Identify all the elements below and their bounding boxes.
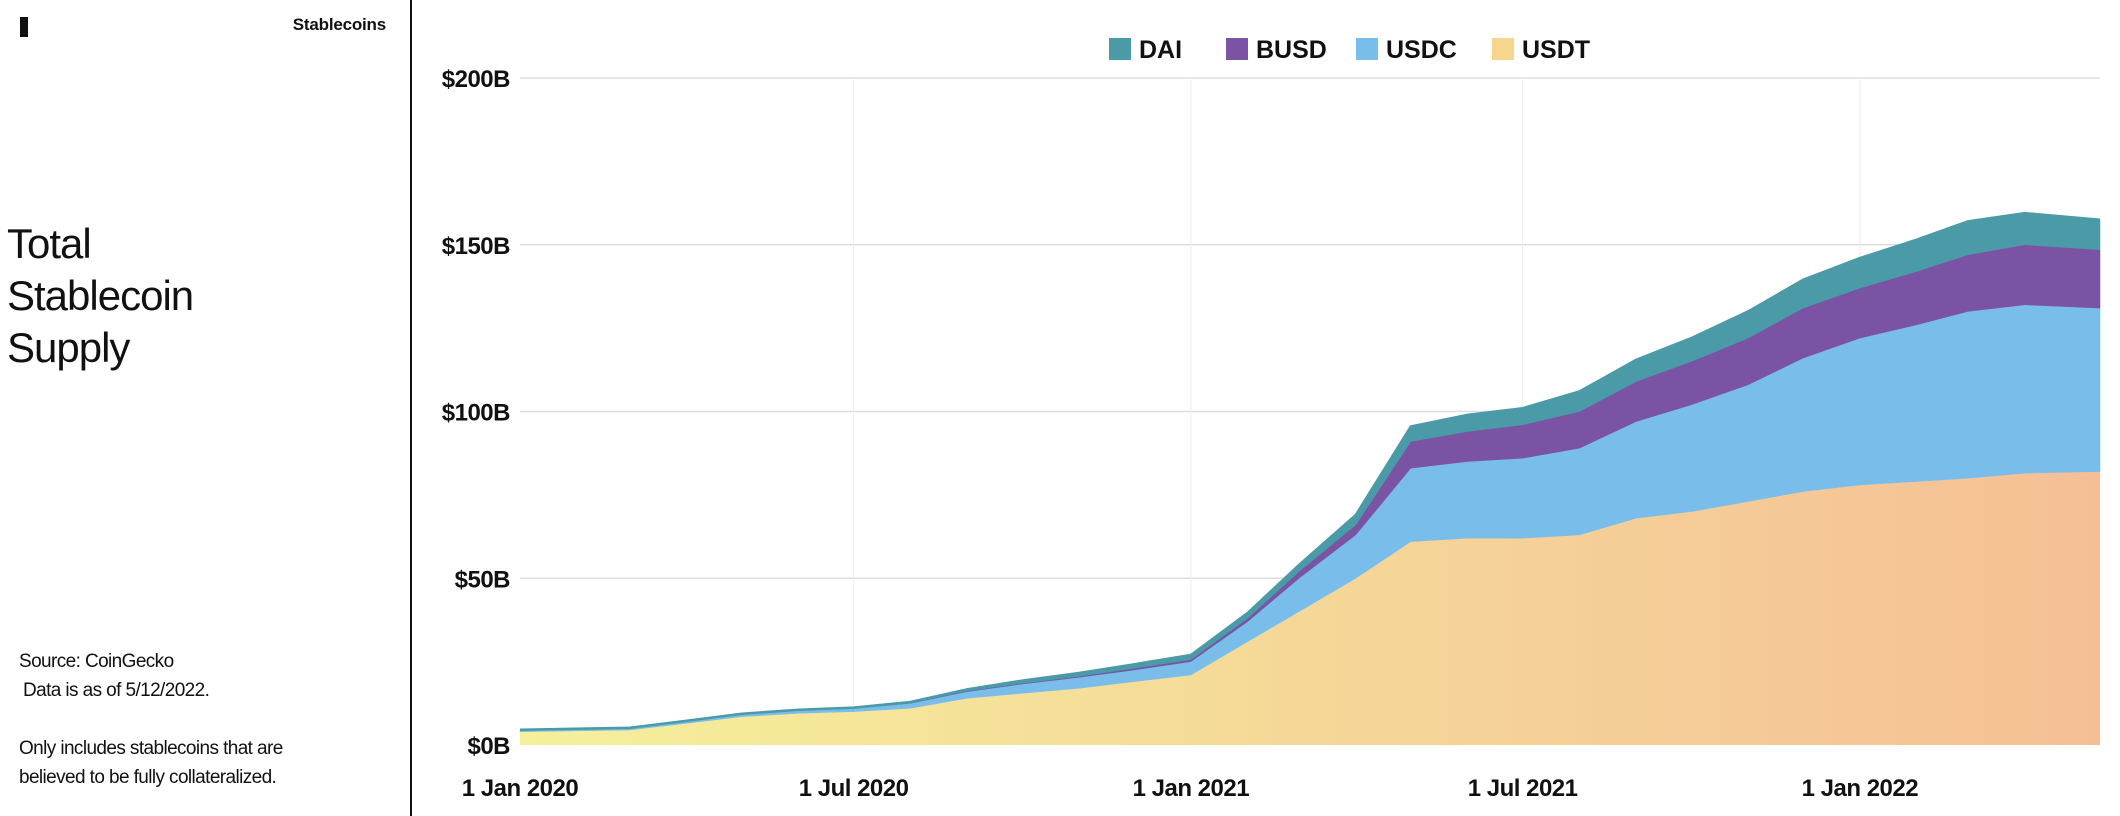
- legend-swatch-busd: [1226, 38, 1248, 60]
- total-supply-line: [519, 211, 2101, 731]
- legend-label-usdc: USDC: [1386, 36, 1457, 64]
- x-axis-ticks: 1 Jan 2020 1 Jul 2020 1 Jan 2021 1 Jul 2021…: [462, 775, 1919, 802]
- x-tick-label: 1 Jul 2021: [1468, 775, 1578, 802]
- title-line: Stablecoin: [7, 272, 194, 319]
- area-usdt: [520, 471, 2100, 745]
- x-tick-label: 1 Jan 2022: [1802, 775, 1919, 802]
- title-line: Supply: [7, 324, 130, 371]
- x-tick-label: 1 Jul 2020: [799, 775, 909, 802]
- x-tick-label: 1 Jan 2020: [462, 775, 579, 802]
- legend-label-busd: BUSD: [1256, 36, 1327, 64]
- y-axis-ticks: $0B $50B $100B $150B $200B: [442, 66, 511, 760]
- stablecoin-supply-chart: $0B $50B $100B $150B $200B 1 Jan 2020 1 Jul 2…: [442, 36, 2101, 802]
- y-tick-label: $0B: [467, 733, 510, 760]
- title-line: Total: [7, 220, 92, 267]
- sidebar: Stablecoins Total Stablecoin Supply Sour…: [0, 0, 410, 816]
- stacked-areas: [519, 211, 2101, 745]
- x-tick-label: 1 Jan 2021: [1133, 775, 1250, 802]
- footnote-line: Only includes stablecoins that are: [19, 738, 283, 759]
- data-date-note: Data is as of 5/12/2022.: [23, 680, 210, 701]
- legend-swatch-usdt: [1492, 38, 1514, 60]
- page-title: Total Stablecoin Supply: [7, 218, 387, 374]
- section-label: Stablecoins: [292, 15, 386, 34]
- legend-label-usdt: USDT: [1522, 36, 1590, 64]
- y-tick-label: $200B: [442, 66, 510, 93]
- legend-swatch-usdc: [1356, 38, 1378, 60]
- legend: DAI BUSD USDC USDT: [1109, 36, 1590, 64]
- source-text: Source: CoinGecko: [19, 651, 174, 672]
- source-notes: Source: CoinGecko Data is as of 5/12/202…: [19, 647, 399, 792]
- y-tick-label: $100B: [442, 400, 510, 427]
- notes-spacer: [19, 705, 399, 734]
- bar-logo-mark: [20, 17, 28, 37]
- legend-swatch-dai: [1109, 38, 1131, 60]
- footnote-line: believed to be fully collateralized.: [19, 767, 277, 788]
- vertical-divider: [410, 0, 412, 816]
- y-tick-label: $150B: [442, 233, 510, 260]
- legend-label-dai: DAI: [1139, 36, 1182, 64]
- y-tick-label: $50B: [455, 566, 511, 593]
